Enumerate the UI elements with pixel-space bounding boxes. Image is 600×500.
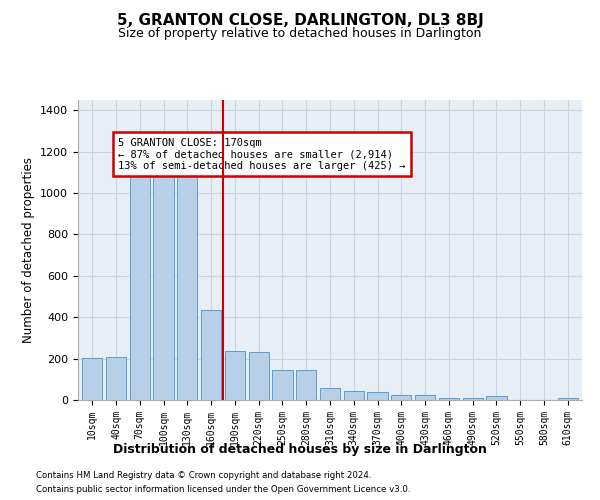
Bar xyxy=(367,392,388,400)
Bar xyxy=(272,370,293,400)
Bar xyxy=(344,392,364,400)
Bar xyxy=(154,172,173,400)
Y-axis label: Number of detached properties: Number of detached properties xyxy=(22,157,35,343)
Bar xyxy=(439,398,459,400)
Bar xyxy=(487,396,506,400)
Bar xyxy=(225,352,245,400)
Text: 5 GRANTON CLOSE: 170sqm
← 87% of detached houses are smaller (2,914)
13% of semi: 5 GRANTON CLOSE: 170sqm ← 87% of detache… xyxy=(118,138,406,170)
Bar xyxy=(296,370,316,400)
Bar xyxy=(320,388,340,400)
Bar xyxy=(106,356,126,400)
Bar xyxy=(248,352,269,400)
Text: Size of property relative to detached houses in Darlington: Size of property relative to detached ho… xyxy=(118,28,482,40)
Bar xyxy=(177,174,197,400)
Bar xyxy=(82,358,103,400)
Bar xyxy=(463,398,483,400)
Text: Contains public sector information licensed under the Open Government Licence v3: Contains public sector information licen… xyxy=(36,485,410,494)
Bar xyxy=(391,395,412,400)
Text: Distribution of detached houses by size in Darlington: Distribution of detached houses by size … xyxy=(113,442,487,456)
Bar xyxy=(130,166,150,400)
Text: 5, GRANTON CLOSE, DARLINGTON, DL3 8BJ: 5, GRANTON CLOSE, DARLINGTON, DL3 8BJ xyxy=(116,12,484,28)
Text: Contains HM Land Registry data © Crown copyright and database right 2024.: Contains HM Land Registry data © Crown c… xyxy=(36,471,371,480)
Bar xyxy=(415,395,435,400)
Bar xyxy=(201,310,221,400)
Bar xyxy=(557,398,578,400)
